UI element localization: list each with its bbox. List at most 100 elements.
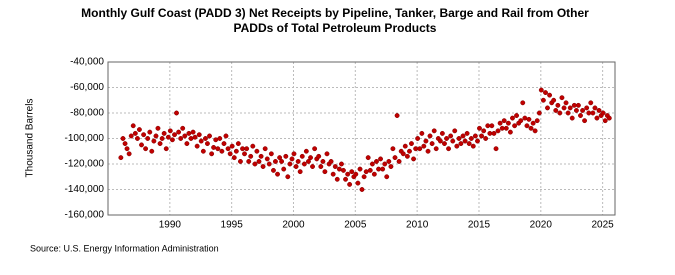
data-point xyxy=(250,143,256,149)
data-point xyxy=(402,143,408,149)
data-point xyxy=(491,130,497,136)
data-point xyxy=(264,156,270,162)
data-point xyxy=(334,176,340,182)
data-point xyxy=(470,143,476,149)
data-point xyxy=(561,105,567,111)
data-point xyxy=(136,127,142,133)
data-point xyxy=(180,125,186,131)
data-point xyxy=(571,102,577,108)
data-point xyxy=(130,123,136,129)
data-point xyxy=(233,148,239,154)
data-point xyxy=(460,133,466,139)
data-point xyxy=(417,146,423,152)
data-point xyxy=(271,167,276,173)
y-tick-label: -160,000 xyxy=(65,210,105,221)
data-point xyxy=(242,151,247,157)
data-point xyxy=(588,100,594,106)
data-point xyxy=(293,164,299,170)
data-point xyxy=(575,102,581,108)
data-point xyxy=(200,148,206,154)
data-point xyxy=(565,110,571,116)
data-point xyxy=(132,130,138,136)
data-point xyxy=(450,138,456,144)
data-point xyxy=(551,97,557,103)
data-point xyxy=(439,130,445,136)
data-point xyxy=(573,108,579,113)
data-point xyxy=(394,113,400,119)
data-point xyxy=(371,171,377,177)
data-point xyxy=(578,113,583,119)
x-tick-label: 1995 xyxy=(221,220,244,231)
data-point xyxy=(128,133,134,139)
data-point xyxy=(586,110,592,116)
data-point xyxy=(182,133,188,139)
data-point xyxy=(510,115,515,121)
data-point xyxy=(227,151,233,157)
data-point xyxy=(423,138,429,144)
data-point xyxy=(369,161,375,167)
data-point xyxy=(592,105,598,111)
data-point xyxy=(221,141,227,147)
data-point xyxy=(485,123,491,129)
data-point xyxy=(139,142,144,148)
data-point xyxy=(530,120,536,126)
data-point xyxy=(312,146,318,152)
data-point xyxy=(442,141,447,147)
data-point xyxy=(415,136,421,141)
data-point xyxy=(237,159,243,164)
data-point xyxy=(452,128,458,134)
data-point xyxy=(543,90,548,96)
data-point xyxy=(454,143,460,149)
data-point xyxy=(367,167,373,173)
data-point xyxy=(400,151,406,157)
data-point xyxy=(582,118,588,124)
data-point xyxy=(124,146,130,152)
data-point xyxy=(184,141,190,147)
data-point xyxy=(462,138,468,144)
data-point xyxy=(606,115,612,121)
plot-frame xyxy=(107,61,616,216)
data-point xyxy=(557,110,563,116)
data-point xyxy=(299,153,305,159)
data-point xyxy=(310,164,315,170)
data-point xyxy=(536,110,542,116)
data-point xyxy=(260,164,266,170)
data-point xyxy=(254,148,260,154)
data-point xyxy=(567,105,573,111)
data-point xyxy=(266,161,272,167)
data-point xyxy=(324,151,330,157)
data-point xyxy=(413,146,419,152)
data-point xyxy=(217,136,223,141)
data-point xyxy=(497,120,503,126)
data-point xyxy=(386,159,392,164)
data-point xyxy=(479,133,485,139)
data-point xyxy=(472,133,478,139)
data-point xyxy=(487,130,493,136)
x-tick-label: 2025 xyxy=(592,220,615,231)
data-point xyxy=(169,137,175,143)
data-point xyxy=(433,146,439,152)
data-point xyxy=(316,153,322,159)
data-point xyxy=(163,146,169,152)
data-point xyxy=(596,108,602,113)
data-point xyxy=(503,125,509,131)
data-point xyxy=(345,171,351,177)
data-point xyxy=(505,120,511,126)
data-point xyxy=(235,141,241,147)
data-point xyxy=(446,146,452,152)
data-point xyxy=(569,115,575,121)
data-point xyxy=(602,118,608,124)
data-point xyxy=(320,159,326,164)
data-point xyxy=(231,155,237,161)
data-point xyxy=(118,155,124,161)
data-point xyxy=(520,100,526,106)
data-point xyxy=(328,159,334,164)
chart-title: PADDs of Total Petroleum Products xyxy=(234,21,437,35)
data-point xyxy=(349,169,355,175)
x-tick-label: 2015 xyxy=(468,220,491,231)
data-point xyxy=(178,136,184,141)
data-point xyxy=(281,166,287,172)
data-point xyxy=(258,153,264,159)
data-point xyxy=(209,151,215,157)
data-point xyxy=(196,132,202,138)
